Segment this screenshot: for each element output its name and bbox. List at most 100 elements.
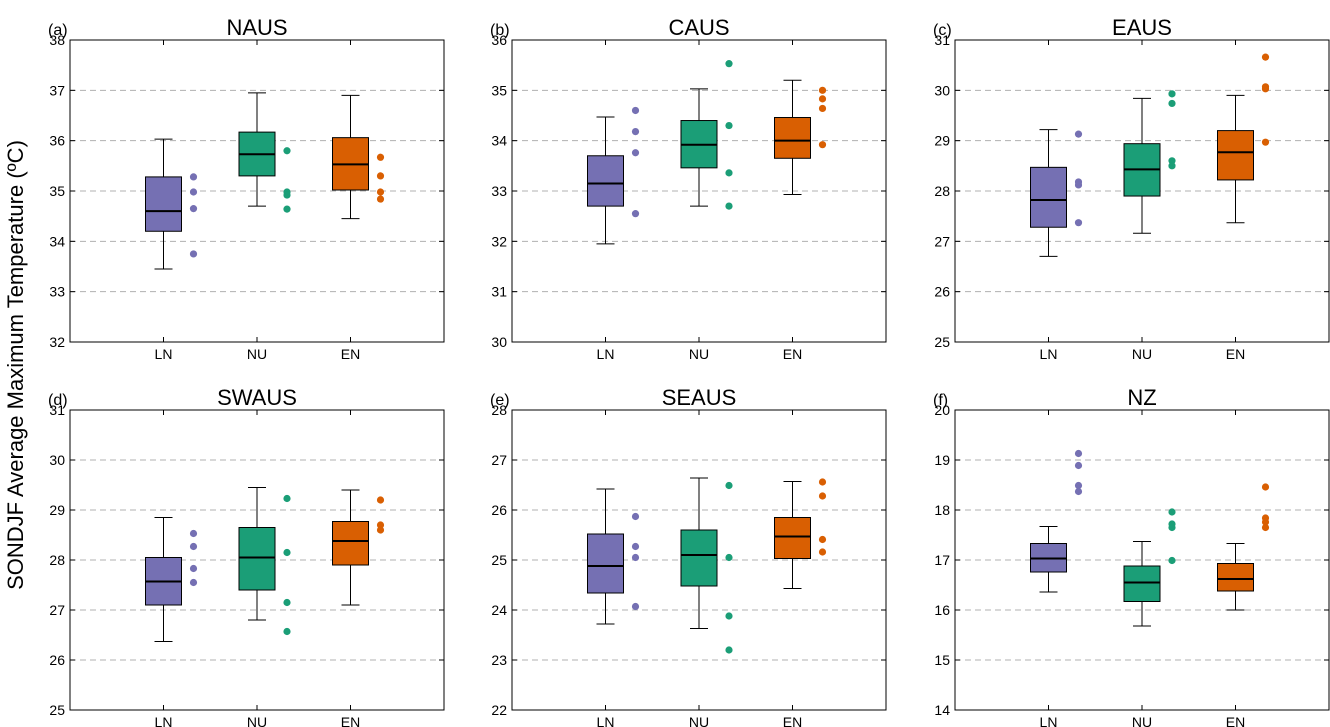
y-tick-label: 33	[49, 284, 65, 300]
panel-naus: 32 33 34 35 36 37 38(a) NAUS LN NU EN	[48, 15, 445, 362]
y-tick-label: 26	[934, 284, 950, 300]
data-point-ln	[1074, 130, 1083, 138]
y-tick-label: 32	[49, 334, 65, 350]
panel-title: SWAUS	[217, 385, 297, 410]
data-point-nu	[725, 612, 733, 620]
y-tick-label: 31	[934, 32, 950, 48]
box-nu	[1123, 565, 1161, 602]
x-tick-label: LN	[1040, 346, 1058, 362]
box-en	[1217, 130, 1254, 181]
panel-label: (d)	[48, 392, 68, 409]
y-tick-label: 27	[934, 233, 950, 249]
y-tick-label: 25	[491, 552, 507, 568]
y-tick-label: 31	[491, 284, 507, 300]
data-point-ln	[1074, 181, 1083, 189]
data-point-en	[818, 141, 827, 149]
x-tick-label: NU	[689, 714, 709, 727]
data-point-en	[818, 492, 827, 500]
data-point-ln	[1074, 219, 1083, 227]
data-point-nu	[283, 598, 291, 607]
data-point-ln	[189, 529, 198, 538]
data-point-nu	[1168, 162, 1176, 170]
y-tick-label: 34	[491, 133, 507, 149]
box-nu	[680, 529, 718, 587]
data-point-en	[818, 104, 827, 113]
panel-swaus: 25 26 27 28 29 30 31(d) SWAUS LN NU EN	[48, 385, 445, 727]
data-point-en	[376, 526, 385, 534]
data-point-ln	[1074, 481, 1083, 490]
y-tick-label: 25	[49, 702, 65, 718]
data-point-nu	[725, 202, 733, 210]
y-tick-label: 30	[49, 452, 65, 468]
data-point-ln	[631, 512, 640, 521]
data-point-ln	[631, 128, 640, 136]
y-tick-label: 32	[491, 233, 507, 249]
data-point-en	[1261, 138, 1270, 146]
x-tick-label: NU	[247, 714, 267, 727]
box-en	[774, 517, 811, 559]
data-point-ln	[189, 564, 198, 573]
data-point-ln	[1074, 487, 1083, 496]
data-point-nu	[1168, 508, 1176, 516]
x-tick-label: EN	[1226, 714, 1245, 727]
data-point-ln	[189, 205, 198, 213]
x-tick-label: EN	[1226, 346, 1245, 362]
box-ln	[587, 155, 624, 207]
box-nu	[238, 527, 276, 591]
box-ln	[587, 533, 624, 594]
panel-title: SEAUS	[662, 385, 737, 410]
panel-title: EAUS	[1112, 15, 1172, 40]
y-tick-label: 38	[49, 32, 65, 48]
data-point-ln	[631, 210, 640, 218]
panel-seaus: 22 23 24 25 26 27 28(e) SEAUS LN NU EN	[490, 385, 887, 727]
panel-title: NAUS	[226, 15, 287, 40]
y-tick-label: 29	[934, 133, 950, 149]
panel-label: (f)	[933, 392, 948, 409]
data-point-ln	[189, 250, 198, 258]
box-en	[1217, 563, 1254, 592]
data-point-ln	[631, 106, 640, 115]
data-point-en	[818, 95, 827, 103]
panel-label: (e)	[490, 392, 510, 409]
data-point-en	[376, 496, 385, 504]
data-point-en	[818, 478, 827, 486]
x-tick-label: NU	[689, 346, 709, 362]
data-point-ln	[631, 149, 640, 157]
data-point-ln	[189, 578, 198, 587]
panel-caus: 30 31 32 33 34 35 36(b) CAUS LN NU EN	[490, 15, 887, 362]
y-tick-label: 26	[49, 652, 65, 668]
panel-eaus: 25 26 27 28 29 30 31(c) EAUS LN NU EN	[933, 15, 1330, 362]
data-point-en	[1261, 53, 1270, 61]
x-tick-label: LN	[155, 714, 173, 727]
y-tick-label: 14	[934, 702, 950, 718]
panel-title: CAUS	[668, 15, 729, 40]
data-point-en	[1261, 518, 1270, 526]
data-point-ln	[1074, 461, 1083, 470]
panel-label: (b)	[490, 22, 510, 39]
x-tick-label: LN	[1040, 714, 1058, 727]
x-tick-label: LN	[597, 346, 615, 362]
data-point-ln	[189, 188, 198, 196]
box-en	[774, 117, 811, 159]
box-ln	[1030, 166, 1067, 228]
y-tick-label: 35	[491, 82, 507, 98]
data-point-en	[818, 535, 827, 544]
y-tick-label: 27	[49, 602, 65, 618]
y-tick-label: 30	[491, 334, 507, 350]
data-point-nu	[725, 646, 733, 654]
data-point-en	[376, 153, 385, 161]
y-tick-label: 36	[49, 133, 65, 149]
x-tick-label: NU	[1132, 714, 1152, 727]
y-tick-label: 29	[49, 502, 65, 518]
data-point-nu	[283, 494, 291, 503]
data-point-en	[376, 195, 385, 203]
y-tick-label: 24	[491, 602, 507, 618]
y-tick-label: 26	[491, 502, 507, 518]
x-tick-label: EN	[341, 714, 360, 727]
y-tick-label: 34	[49, 233, 65, 249]
data-point-en	[376, 172, 385, 180]
data-point-en	[818, 86, 827, 94]
y-tick-label: 36	[491, 32, 507, 48]
y-tick-label: 18	[934, 502, 950, 518]
